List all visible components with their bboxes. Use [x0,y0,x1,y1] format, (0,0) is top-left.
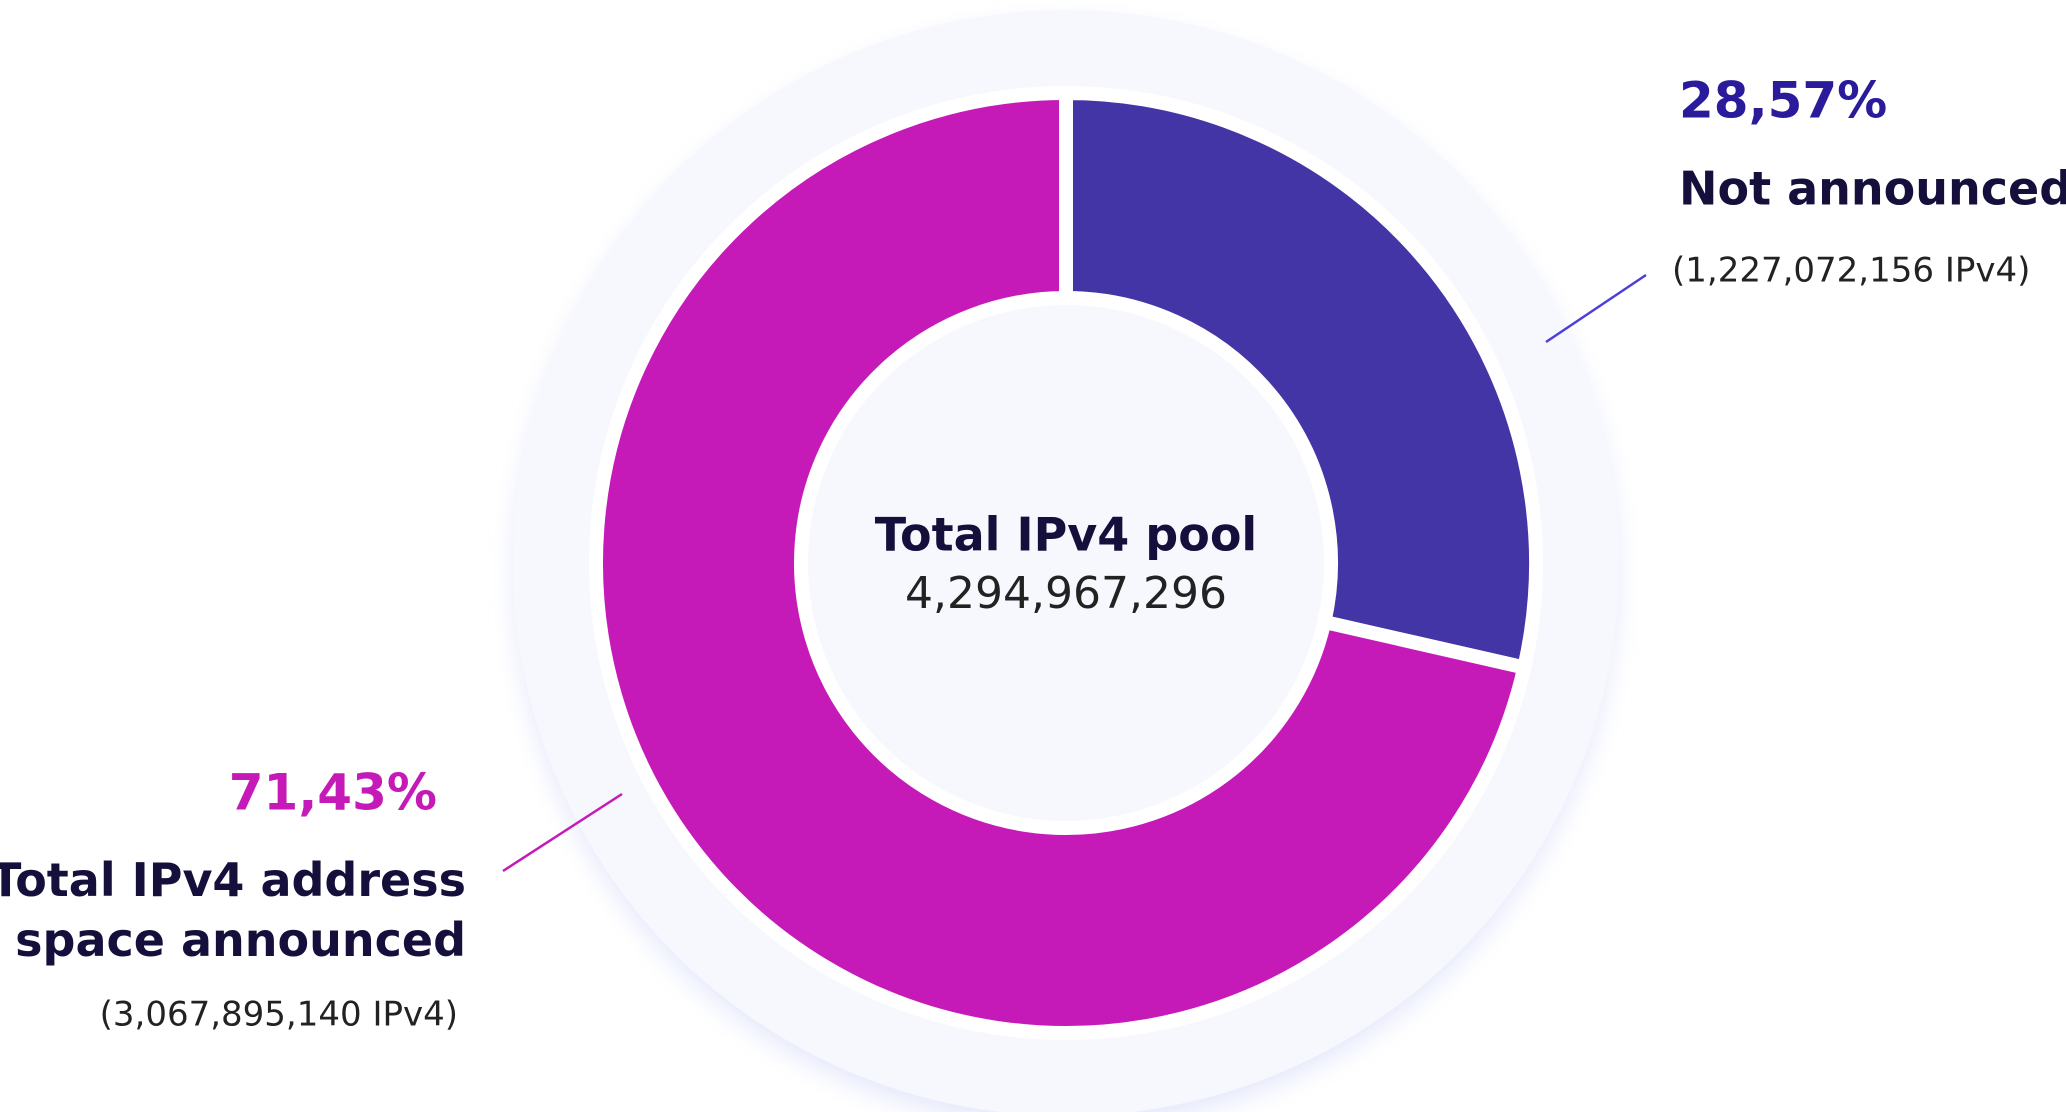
value-label: 28,57% [1679,72,1887,130]
slice [589,85,1533,1040]
value-label: 71,43% [229,764,437,822]
leader-line [502,792,623,873]
detail-label: (1,227,072,156 IPv4) [1672,251,2030,291]
detail-label: (3,067,895,140 IPv4) [100,995,458,1035]
slice [1059,85,1543,676]
category-label: Total IPv4 address space announced [0,853,466,967]
category-label: Not announced [1679,162,2066,216]
center-value: 4,294,967,296 [905,568,1227,619]
center-title: Total IPv4 pool [875,508,1257,562]
leader-line [1545,273,1647,344]
